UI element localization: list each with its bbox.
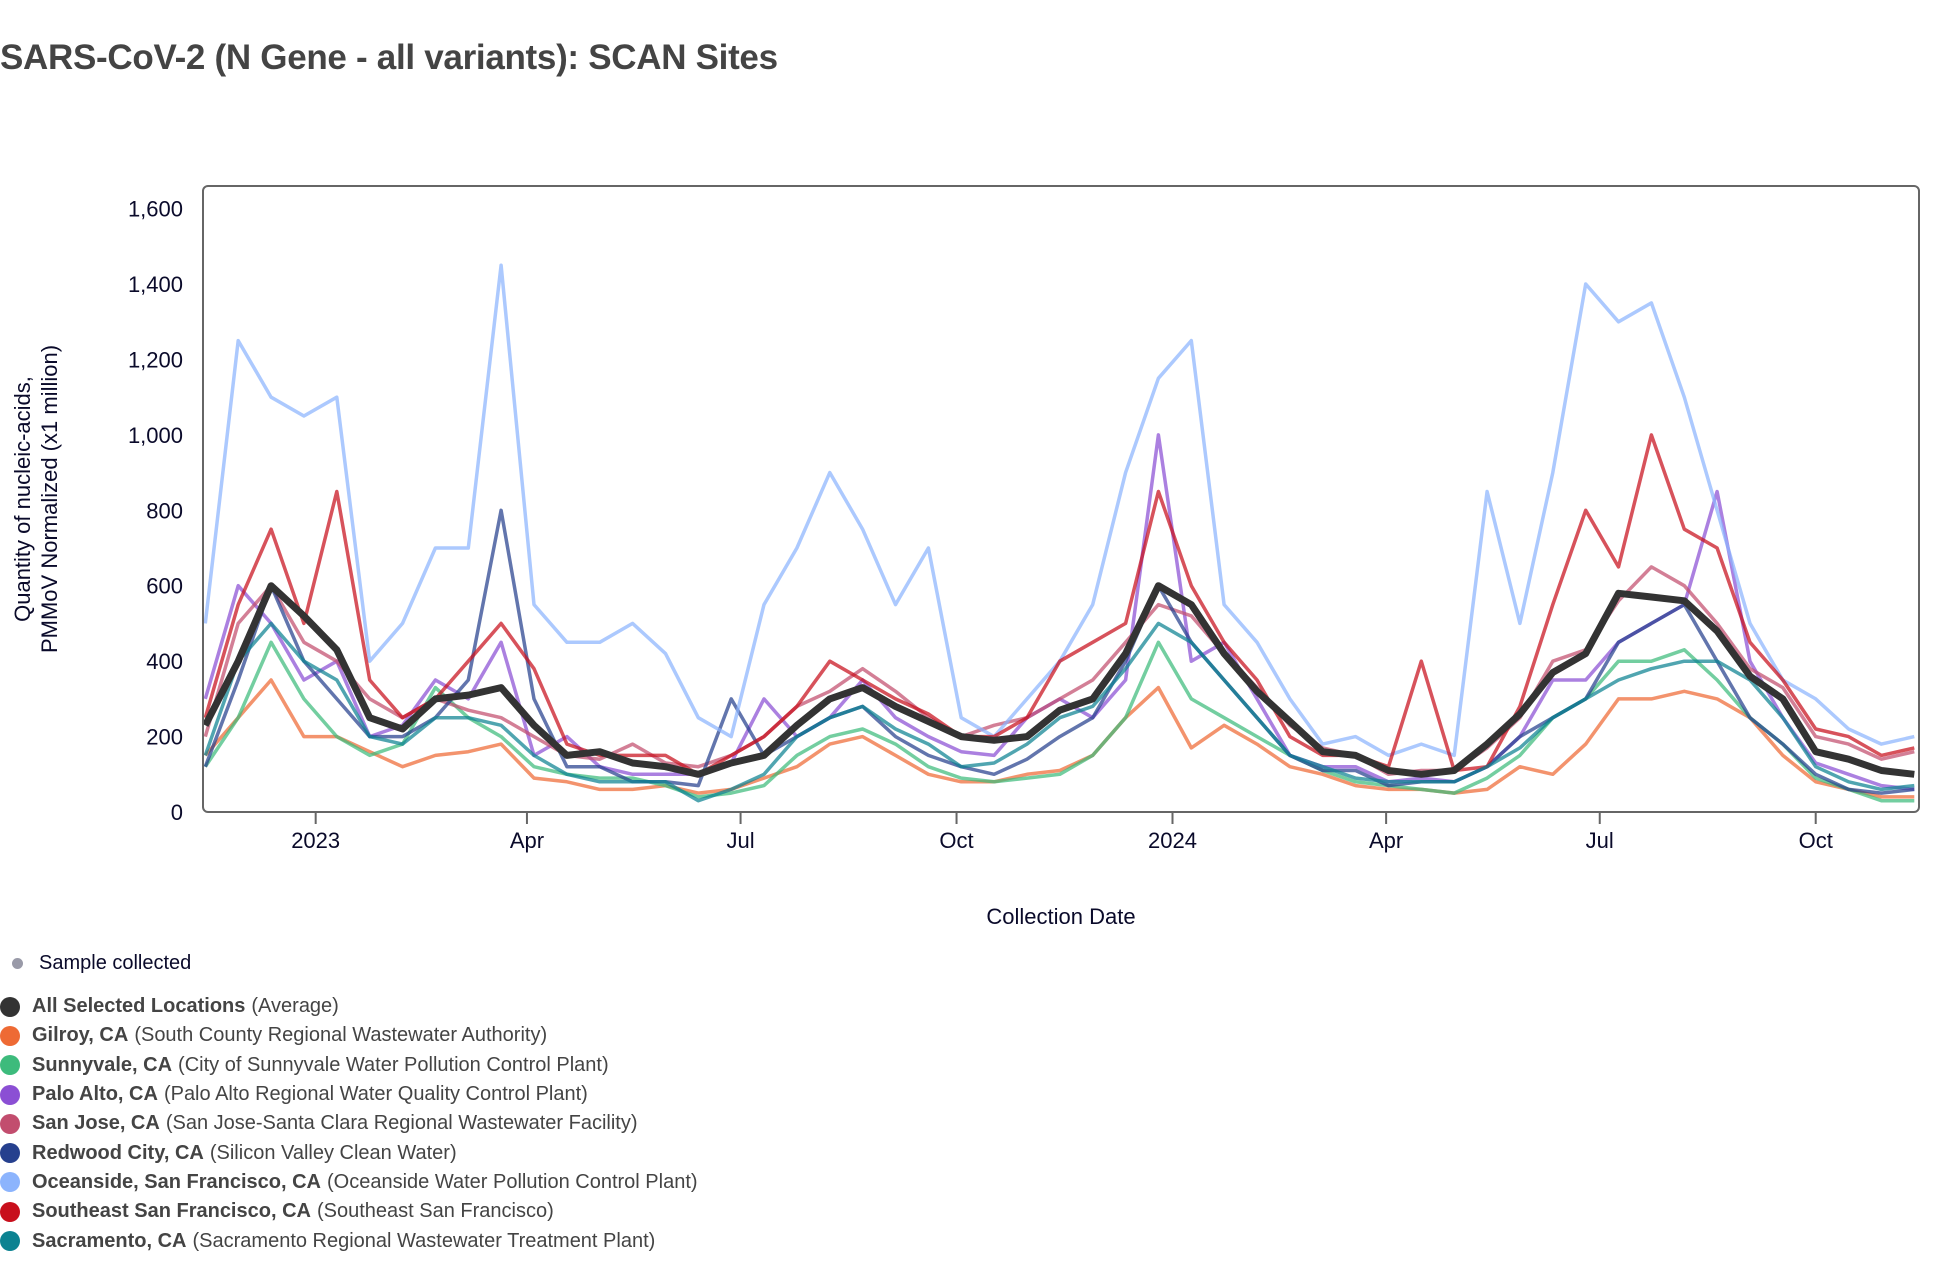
series-line-redwood-city-ca[interactable]: [203, 508, 1915, 795]
x-tick-label: Apr: [510, 828, 544, 853]
legend-location: Sacramento, CA: [32, 1229, 187, 1252]
x-tick-label: Jul: [727, 828, 755, 853]
y-axis-title-line1: Quantity of nucleic-acids,: [10, 376, 35, 622]
legend-dot-icon: [0, 1084, 20, 1105]
y-tick-label: 0: [171, 800, 183, 825]
legend-facility: (San Jose-Santa Clara Regional Wastewate…: [165, 1112, 638, 1135]
legend-dot-icon: [0, 1055, 20, 1076]
legend-dot-icon: [0, 1025, 20, 1046]
legend-items: All Selected Locations (Average) Gilroy, C…: [0, 992, 698, 1256]
x-tick-label: Oct: [1799, 828, 1833, 853]
y-tick-label: 600: [146, 574, 183, 599]
y-tick-label: 800: [146, 498, 183, 523]
legend-dot-icon: [0, 996, 20, 1017]
plot-area-frame: [202, 185, 1920, 813]
legend-facility: (Average): [251, 995, 339, 1018]
legend-location: Southeast San Francisco, CA: [32, 1200, 311, 1223]
legend-dot-icon: [0, 1201, 20, 1222]
legend-item[interactable]: Sunnyvale, CA (City of Sunnyvale Water Po…: [0, 1051, 698, 1080]
legend-location: Palo Alto, CA: [32, 1083, 158, 1106]
series-line-southeast-san-francisco-ca[interactable]: [203, 433, 1915, 777]
legend-location: Gilroy, CA: [32, 1024, 129, 1047]
y-tick-label: 400: [146, 649, 183, 674]
legend-facility: (Southeast San Francisco): [316, 1200, 554, 1223]
legend-item[interactable]: Sacramento, CA (Sacramento Regional Waste…: [0, 1226, 698, 1255]
page-title: SARS-CoV-2 (N Gene - all variants): SCAN…: [0, 38, 778, 77]
legend-item[interactable]: Palo Alto, CA (Palo Alto Regional Water Q…: [0, 1080, 698, 1109]
series-line-sunnyvale-ca[interactable]: [203, 640, 1915, 803]
x-tick-label: 2023: [291, 828, 340, 853]
series-layer: [202, 263, 1915, 803]
x-axis-title: Collection Date: [986, 904, 1135, 929]
legend-item[interactable]: All Selected Locations (Average): [0, 992, 698, 1021]
y-axis: 0 200 400 600 800 1,000 1,200 1,400 1,600: [128, 197, 183, 825]
y-axis-title-line2: PMMoV Normalized (x1 million): [37, 345, 62, 653]
y-tick-label: 200: [146, 725, 183, 750]
series-line-san-jose-ca[interactable]: [203, 565, 1915, 777]
legend-location: Sunnyvale, CA: [32, 1053, 173, 1076]
legend-item[interactable]: San Jose, CA (San Jose-Santa Clara Region…: [0, 1109, 698, 1138]
x-tick-label: Apr: [1369, 828, 1403, 853]
x-tick-label: Oct: [939, 828, 973, 853]
legend-item[interactable]: Oceanside, San Francisco, CA (Oceanside W…: [0, 1168, 698, 1197]
x-tick-label: 2024: [1148, 828, 1197, 853]
y-tick-label: 1,600: [128, 197, 183, 222]
legend-item[interactable]: Gilroy, CA (South County Regional Wastewa…: [0, 1021, 698, 1050]
legend-dot-icon: [0, 1231, 20, 1252]
legend: Sample collected All Selected Locations(…: [0, 948, 698, 1256]
y-tick-label: 1,200: [128, 347, 183, 372]
legend-location: San Jose, CA: [32, 1112, 160, 1135]
legend-location: Redwood City, CA: [32, 1141, 204, 1164]
legend-facility: (Silicon Valley Clean Water): [209, 1141, 457, 1164]
legend-location: All Selected Locations: [32, 995, 246, 1018]
series-line-all-selected-locations[interactable]: [202, 582, 1915, 778]
legend-dot-icon: [0, 1172, 20, 1193]
sample-dot-icon: [12, 957, 23, 969]
series-line-gilroy-ca[interactable]: [203, 678, 1915, 799]
legend-facility: (City of Sunnyvale Water Pollution Contr…: [178, 1053, 609, 1076]
x-axis: 2023 Apr Jul Oct 2024 Apr Jul Oct: [291, 812, 1833, 853]
series-line-oceanside-san-francisco-ca[interactable]: [203, 263, 1915, 758]
legend-sample-collected: Sample collected: [0, 948, 698, 978]
legend-sample-label: Sample collected: [39, 951, 192, 974]
legend-facility: (Palo Alto Regional Water Quality Contro…: [163, 1083, 588, 1106]
legend-item[interactable]: Southeast San Francisco, CA (Southeast Sa…: [0, 1197, 698, 1226]
legend-dot-icon: [0, 1143, 20, 1164]
legend-location: Oceanside, San Francisco, CA: [32, 1170, 321, 1193]
legend-item[interactable]: Redwood City, CA (Silicon Valley Clean Wa…: [0, 1138, 698, 1167]
y-tick-label: 1,400: [128, 272, 183, 297]
legend-facility: (South County Regional Wastewater Author…: [134, 1024, 548, 1047]
series-line-sacramento-ca[interactable]: [203, 621, 1915, 803]
legend-facility: (Oceanside Water Pollution Control Plant…: [327, 1170, 698, 1193]
y-tick-label: 1,000: [128, 423, 183, 448]
legend-dot-icon: [0, 1113, 20, 1134]
x-tick-label: Jul: [1586, 828, 1614, 853]
legend-facility: (Sacramento Regional Wastewater Treatmen…: [192, 1229, 656, 1252]
